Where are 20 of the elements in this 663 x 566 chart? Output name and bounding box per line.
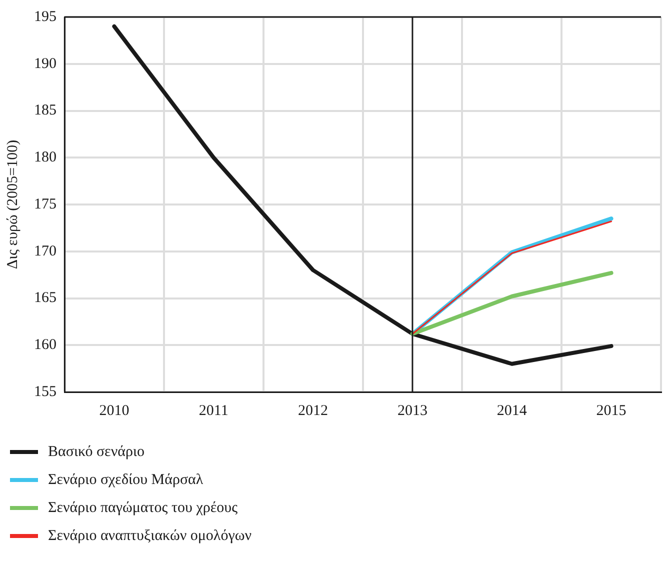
y-axis-title: Δις ευρώ (2005=100) xyxy=(4,140,21,270)
y-tick-label: 175 xyxy=(34,196,56,212)
y-tick-label: 180 xyxy=(34,150,56,166)
x-tick-label: 2011 xyxy=(198,402,228,419)
legend-label: Σενάριο σχεδίου Μάρσαλ xyxy=(48,472,204,488)
x-tick-label: 2010 xyxy=(99,402,130,419)
legend-label: Βασικό σενάριο xyxy=(48,444,145,460)
y-tick-label: 170 xyxy=(34,243,56,260)
y-tick-label: 160 xyxy=(34,337,56,354)
y-tick-label: 190 xyxy=(34,56,56,72)
x-tick-label: 2015 xyxy=(596,402,626,419)
legend-label: Σενάριο παγώματος του χρέους xyxy=(48,500,238,516)
y-tick-label: 165 xyxy=(34,290,56,306)
x-tick-label: 2014 xyxy=(496,402,528,419)
y-tick-label: 155 xyxy=(34,384,56,400)
y-tick-label: 185 xyxy=(34,102,56,119)
y-tick-label: 195 xyxy=(34,8,56,25)
x-tick-label: 2013 xyxy=(397,402,428,419)
x-tick-label: 2012 xyxy=(298,402,328,419)
legend-label: Σενάριο αναπτυξιακών ομολόγων xyxy=(48,528,252,544)
